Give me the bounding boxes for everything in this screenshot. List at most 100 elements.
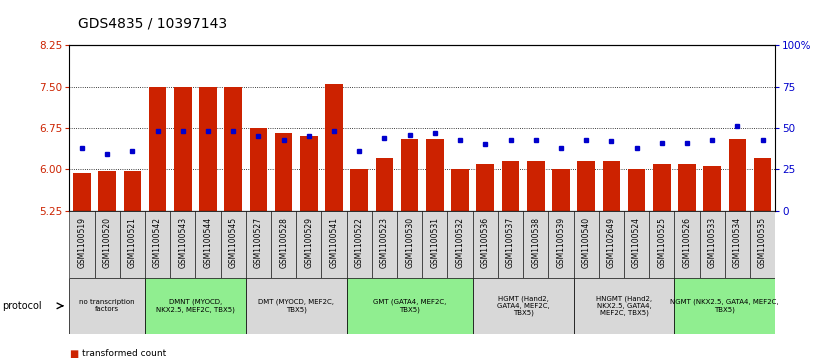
Bar bbox=[653, 164, 671, 211]
Bar bbox=[123, 171, 141, 211]
Text: GSM1100528: GSM1100528 bbox=[279, 217, 288, 268]
Text: GSM1100526: GSM1100526 bbox=[682, 217, 691, 268]
Text: protocol: protocol bbox=[2, 301, 42, 311]
Text: GSM1100545: GSM1100545 bbox=[228, 217, 237, 268]
Bar bbox=[69, 211, 95, 278]
Bar bbox=[754, 158, 771, 211]
Text: GSM1100523: GSM1100523 bbox=[380, 217, 389, 268]
Bar bbox=[574, 278, 674, 334]
Bar bbox=[750, 211, 775, 278]
Text: GSM1100520: GSM1100520 bbox=[103, 217, 112, 268]
Bar bbox=[275, 134, 292, 211]
Text: GSM1100527: GSM1100527 bbox=[254, 217, 263, 268]
Text: HNGMT (Hand2,
NKX2.5, GATA4,
MEF2C, TBX5): HNGMT (Hand2, NKX2.5, GATA4, MEF2C, TBX5… bbox=[596, 295, 652, 316]
Bar bbox=[451, 169, 469, 211]
Text: GSM1100539: GSM1100539 bbox=[557, 217, 565, 268]
Bar bbox=[199, 87, 217, 211]
Bar bbox=[350, 169, 368, 211]
Text: GSM1100544: GSM1100544 bbox=[203, 217, 212, 268]
Text: GSM1100532: GSM1100532 bbox=[455, 217, 464, 268]
Bar bbox=[527, 161, 544, 211]
Bar bbox=[224, 87, 242, 211]
Bar bbox=[220, 211, 246, 278]
Bar bbox=[599, 211, 624, 278]
Bar bbox=[674, 278, 775, 334]
Bar bbox=[372, 211, 397, 278]
Text: DMNT (MYOCD,
NKX2.5, MEF2C, TBX5): DMNT (MYOCD, NKX2.5, MEF2C, TBX5) bbox=[156, 299, 235, 313]
Bar bbox=[699, 211, 725, 278]
Text: GSM1100541: GSM1100541 bbox=[330, 217, 339, 268]
Bar bbox=[397, 211, 423, 278]
Bar bbox=[472, 211, 498, 278]
Bar bbox=[347, 278, 472, 334]
Bar bbox=[650, 211, 674, 278]
Bar bbox=[628, 169, 645, 211]
Bar bbox=[375, 158, 393, 211]
Text: HGMT (Hand2,
GATA4, MEF2C,
TBX5): HGMT (Hand2, GATA4, MEF2C, TBX5) bbox=[497, 295, 549, 316]
Text: GSM1100533: GSM1100533 bbox=[707, 217, 716, 268]
Bar bbox=[472, 278, 574, 334]
Text: transformed count: transformed count bbox=[82, 350, 166, 358]
Bar bbox=[401, 139, 419, 211]
Bar bbox=[523, 211, 548, 278]
Bar bbox=[477, 164, 494, 211]
Text: GSM1100538: GSM1100538 bbox=[531, 217, 540, 268]
Bar bbox=[678, 164, 696, 211]
Text: GSM1100519: GSM1100519 bbox=[78, 217, 86, 268]
Bar bbox=[498, 211, 523, 278]
Bar bbox=[145, 278, 246, 334]
Text: GSM1100543: GSM1100543 bbox=[179, 217, 188, 268]
Bar bbox=[574, 211, 599, 278]
Text: GDS4835 / 10397143: GDS4835 / 10397143 bbox=[78, 17, 227, 30]
Text: GSM1100537: GSM1100537 bbox=[506, 217, 515, 268]
Text: GSM1100531: GSM1100531 bbox=[430, 217, 439, 268]
Text: GSM1100522: GSM1100522 bbox=[355, 217, 364, 268]
Text: GSM1100536: GSM1100536 bbox=[481, 217, 490, 268]
Bar bbox=[322, 211, 347, 278]
Text: no transcription
factors: no transcription factors bbox=[79, 299, 135, 312]
Bar bbox=[149, 87, 166, 211]
Bar bbox=[296, 211, 322, 278]
Bar bbox=[447, 211, 472, 278]
Bar bbox=[577, 161, 595, 211]
Bar bbox=[552, 169, 570, 211]
Text: NGMT (NKX2.5, GATA4, MEF2C,
TBX5): NGMT (NKX2.5, GATA4, MEF2C, TBX5) bbox=[671, 299, 779, 313]
Bar bbox=[725, 211, 750, 278]
Bar bbox=[69, 278, 145, 334]
Bar bbox=[624, 211, 650, 278]
Bar bbox=[347, 211, 372, 278]
Bar bbox=[174, 87, 192, 211]
Bar bbox=[326, 84, 343, 211]
Bar bbox=[73, 173, 91, 211]
Text: GSM1100525: GSM1100525 bbox=[657, 217, 666, 268]
Text: DMT (MYOCD, MEF2C,
TBX5): DMT (MYOCD, MEF2C, TBX5) bbox=[258, 299, 335, 313]
Text: GSM1100524: GSM1100524 bbox=[632, 217, 641, 268]
Bar bbox=[426, 139, 444, 211]
Text: ■: ■ bbox=[69, 349, 78, 359]
Bar bbox=[271, 211, 296, 278]
Bar bbox=[246, 211, 271, 278]
Bar bbox=[250, 128, 268, 211]
Bar bbox=[674, 211, 699, 278]
Bar bbox=[171, 211, 195, 278]
Bar bbox=[703, 167, 721, 211]
Bar bbox=[423, 211, 447, 278]
Bar bbox=[120, 211, 145, 278]
Text: GSM1100540: GSM1100540 bbox=[582, 217, 591, 268]
Bar bbox=[602, 161, 620, 211]
Text: GSM1100521: GSM1100521 bbox=[128, 217, 137, 268]
Bar bbox=[145, 211, 171, 278]
Text: GSM1100530: GSM1100530 bbox=[406, 217, 415, 268]
Text: GSM1100534: GSM1100534 bbox=[733, 217, 742, 268]
Text: GSM1100542: GSM1100542 bbox=[153, 217, 162, 268]
Text: GSM1100529: GSM1100529 bbox=[304, 217, 313, 268]
Bar bbox=[195, 211, 220, 278]
Bar bbox=[502, 161, 519, 211]
Bar bbox=[300, 136, 317, 211]
Text: GSM1102649: GSM1102649 bbox=[607, 217, 616, 268]
Bar bbox=[99, 171, 116, 211]
Bar bbox=[95, 211, 120, 278]
Text: GMT (GATA4, MEF2C,
TBX5): GMT (GATA4, MEF2C, TBX5) bbox=[373, 299, 446, 313]
Text: GSM1100535: GSM1100535 bbox=[758, 217, 767, 268]
Bar bbox=[548, 211, 574, 278]
